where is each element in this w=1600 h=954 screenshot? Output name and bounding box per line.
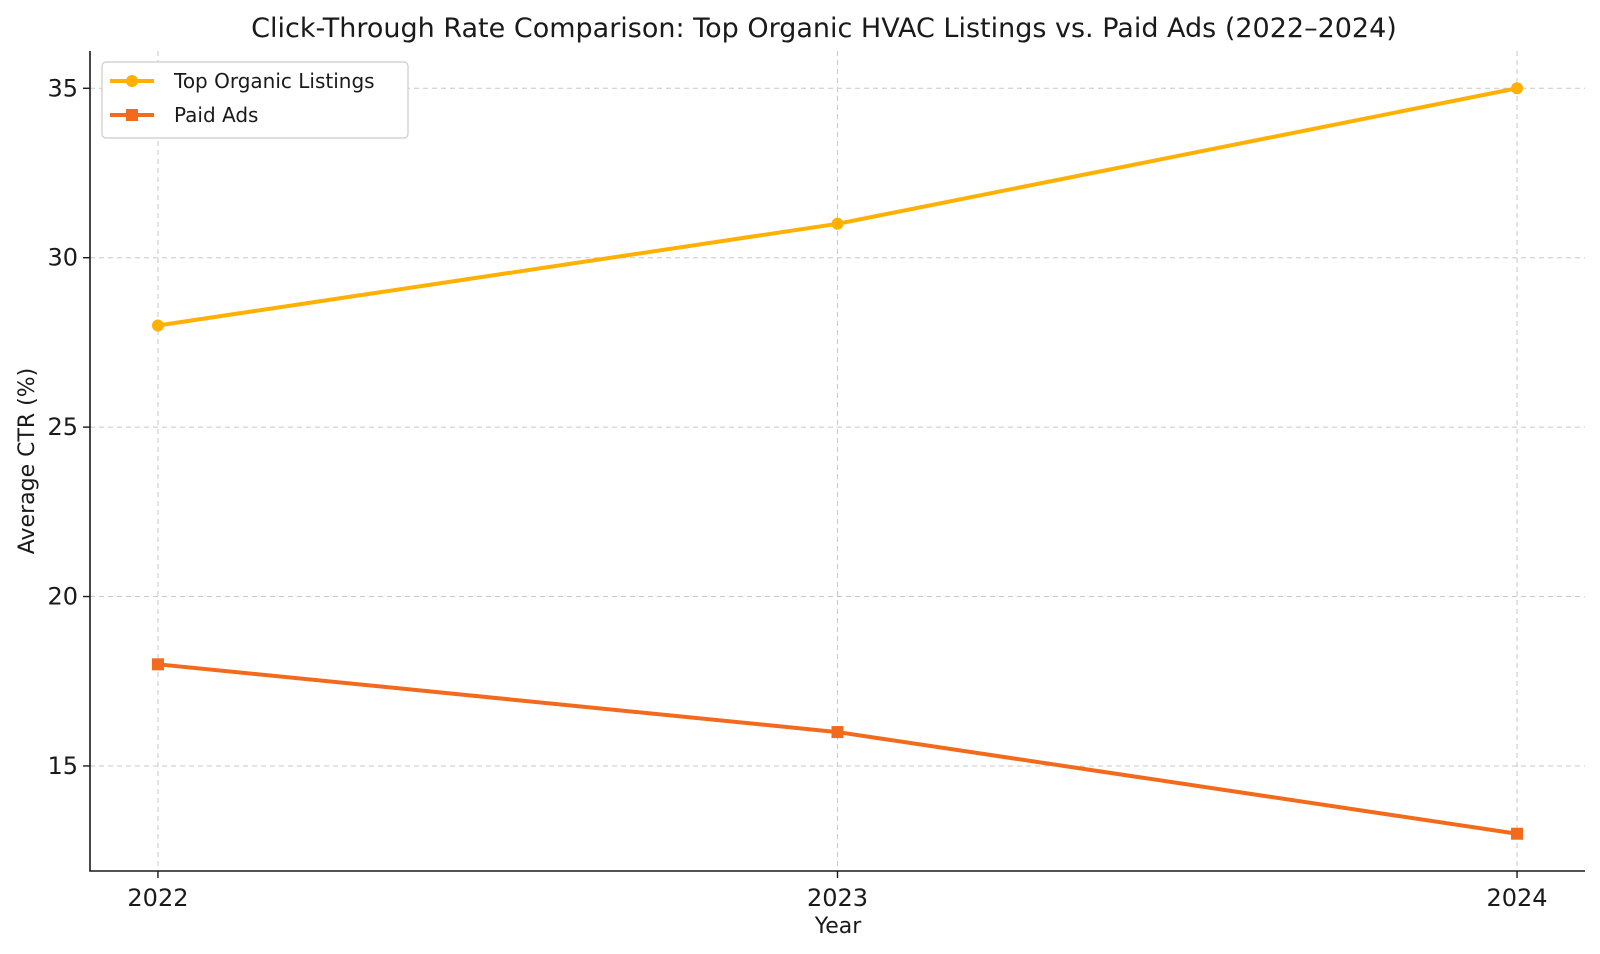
data-point-square: [831, 726, 844, 739]
legend: Top Organic Listings Paid Ads: [101, 61, 409, 139]
data-point-square: [151, 658, 164, 671]
y-tick-label: 20: [47, 583, 78, 611]
data-point-circle: [151, 319, 164, 332]
x-tick-label: 2023: [807, 884, 868, 912]
x-axis-label: Year: [814, 914, 863, 939]
axis-spines: [89, 51, 1585, 872]
legend-frame: [101, 61, 409, 139]
y-tick-label: 30: [47, 244, 78, 272]
x-tick-label: 2024: [1487, 884, 1548, 912]
y-tick-label: 35: [47, 74, 78, 102]
legend-label: Top Organic Listings: [173, 69, 375, 93]
legend-label: Paid Ads: [174, 103, 258, 127]
y-tick-label: 25: [47, 413, 78, 441]
data-point-circle: [1511, 82, 1524, 95]
legend-marker-square: [126, 109, 138, 121]
data-point-square: [1511, 827, 1524, 840]
chart-title: Click-Through Rate Comparison: Top Organ…: [251, 13, 1397, 44]
y-axis-label: Average CTR (%): [15, 368, 40, 554]
series-layer: [151, 82, 1524, 840]
grid-lines: [90, 51, 1585, 871]
x-tick-label: 2022: [127, 884, 188, 912]
legend-marker-circle: [126, 75, 138, 87]
y-tick-label: 15: [47, 752, 78, 780]
axis-ticks: 2022 2023 2024 15 20 25 30 35: [47, 74, 1547, 912]
data-point-circle: [831, 217, 844, 230]
